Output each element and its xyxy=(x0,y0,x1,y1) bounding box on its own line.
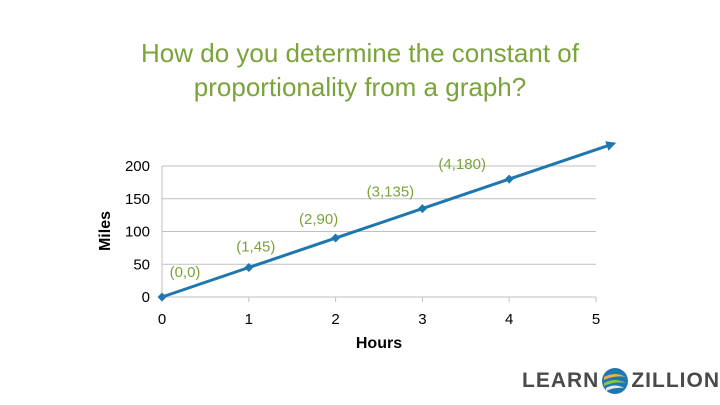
learnzillion-logo: LEARN ZILLION xyxy=(522,366,720,396)
x-axis-title: Hours xyxy=(356,335,402,352)
gridlines xyxy=(162,165,596,265)
y-axis-title: Miles xyxy=(97,211,114,251)
point-label: (4,180) xyxy=(438,156,486,173)
y-tick-label: 200 xyxy=(125,158,150,175)
y-tick-label: 50 xyxy=(133,256,150,273)
x-tick-label: 5 xyxy=(592,311,600,328)
page-title: How do you determine the constant of pro… xyxy=(141,38,579,102)
x-tick-label: 4 xyxy=(505,311,513,328)
x-tick-label: 3 xyxy=(418,311,426,328)
series-line-0 xyxy=(161,141,617,299)
x-tick-label: 2 xyxy=(331,311,339,328)
point-label: (1,45) xyxy=(236,239,275,256)
y-tick-label: 0 xyxy=(142,289,150,306)
data-point-3 xyxy=(417,204,427,214)
logo-text-left: LEARN xyxy=(522,369,600,392)
logo-swirl-icon xyxy=(602,368,629,394)
point-label: (3,135) xyxy=(367,184,415,201)
data-point-2 xyxy=(331,233,341,243)
axes xyxy=(161,166,597,302)
point-label: (2,90) xyxy=(299,211,338,228)
x-tick-label: 1 xyxy=(245,311,253,328)
point-label: (0,0) xyxy=(170,264,201,281)
y-tick-label: 150 xyxy=(125,191,150,208)
point-labels: (0,0) (1,45) (2,90) (3,135) (4,180) xyxy=(170,156,486,281)
data-point-4 xyxy=(504,174,514,184)
data-series xyxy=(157,141,617,302)
data-point-1 xyxy=(244,263,254,273)
tick-labels: 0 50 100 150 200 0 1 2 3 4 5 xyxy=(125,158,600,328)
x-tick-label: 0 xyxy=(158,311,166,328)
logo-text-right: ZILLION xyxy=(631,369,720,392)
y-tick-label: 100 xyxy=(125,224,150,241)
data-point-0 xyxy=(157,292,167,302)
